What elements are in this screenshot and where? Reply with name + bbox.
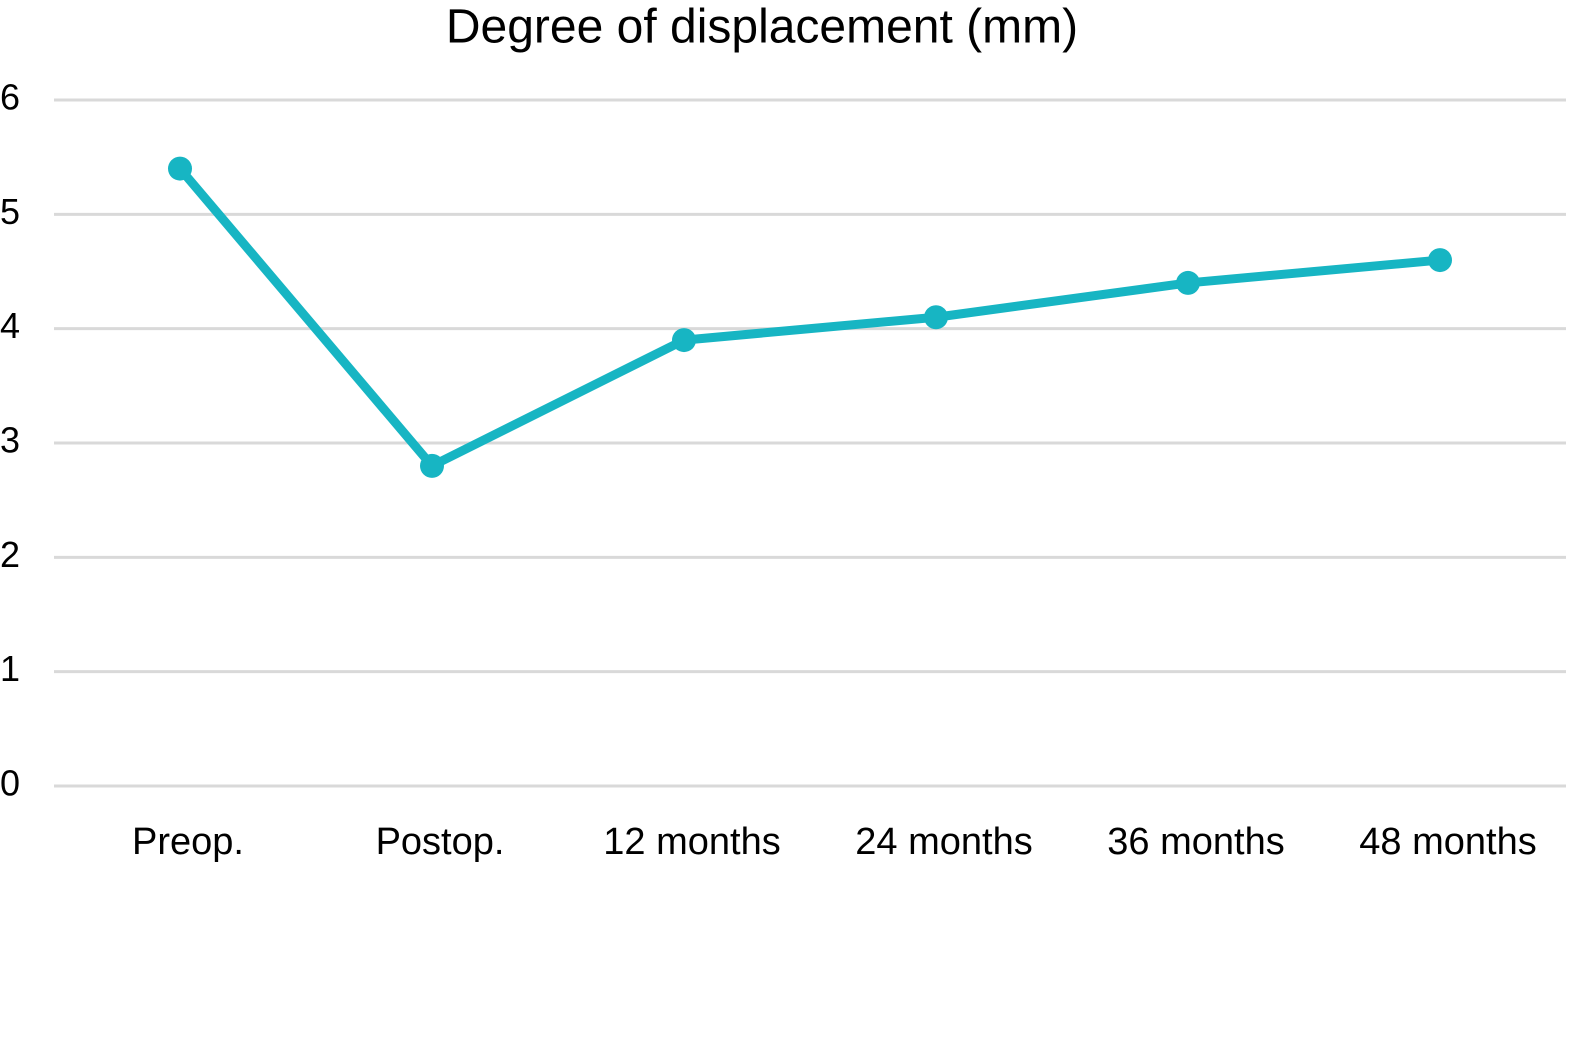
marker <box>168 156 192 181</box>
chart-title: Degree of displacement (mm) <box>446 1 1078 54</box>
marker <box>672 328 696 353</box>
x-tick-label: Preop. <box>132 821 244 863</box>
y-tick-label: 2 <box>0 534 20 575</box>
marker <box>420 453 444 478</box>
y-tick-label: 5 <box>0 191 20 232</box>
line <box>176 165 1441 471</box>
x-tick-label: 24 months <box>855 821 1032 863</box>
y-tick-label: 6 <box>0 77 20 118</box>
x-tick-label: Postop. <box>376 821 505 863</box>
marker <box>1176 270 1200 295</box>
y-tick-label: 4 <box>0 305 20 346</box>
marker <box>1428 248 1452 273</box>
x-tick-label: 12 months <box>603 821 780 863</box>
y-tick-label: 1 <box>0 648 20 689</box>
marker <box>924 305 948 330</box>
x-tick-label: 48 months <box>1359 821 1536 863</box>
x-tick-label: 36 months <box>1107 821 1284 863</box>
y-tick-label: 0 <box>0 763 20 804</box>
y-tick-label: 3 <box>0 420 20 461</box>
